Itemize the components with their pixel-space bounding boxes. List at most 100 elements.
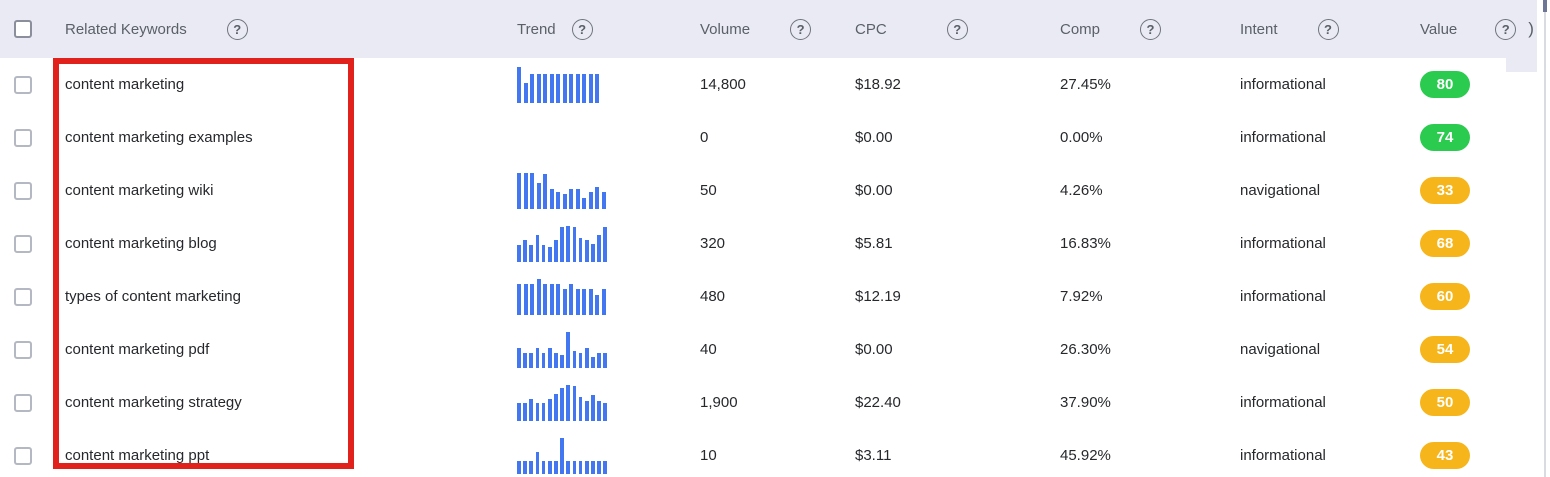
trend-sparkline	[517, 437, 608, 474]
column-header-value: Value ? )	[1405, 18, 1537, 40]
volume-cell: 50	[700, 182, 717, 199]
cpc-cell: $0.00	[855, 182, 893, 199]
table-row: content marketing pdf 40 $0.00 26.30% na…	[0, 323, 1537, 376]
keyword-cell[interactable]: content marketing blog	[65, 235, 217, 252]
select-all-checkbox[interactable]	[14, 20, 32, 38]
comp-cell: 16.83%	[1060, 235, 1111, 252]
cpc-cell: $22.40	[855, 394, 901, 411]
value-badge: 50	[1420, 389, 1470, 416]
comp-cell: 0.00%	[1060, 129, 1103, 146]
table-row: content marketing ppt 10 $3.11 45.92% in…	[0, 429, 1537, 477]
scrollbar-thumb[interactable]	[1543, 0, 1547, 12]
column-header-volume: Volume ?	[690, 18, 845, 40]
intent-cell: navigational	[1240, 341, 1321, 358]
help-icon[interactable]: ?	[571, 18, 593, 40]
help-icon[interactable]: ?	[946, 18, 968, 40]
value-badge: 33	[1420, 177, 1470, 204]
table-row: types of content marketing 480 $12.19 7.…	[0, 270, 1537, 323]
trend-sparkline	[517, 384, 608, 421]
table-row: content marketing 14,800 $18.92 27.45% i…	[0, 58, 1537, 111]
intent-cell: informational	[1240, 235, 1326, 252]
trend-sparkline	[517, 278, 607, 315]
value-badge: 54	[1420, 336, 1470, 363]
keyword-cell[interactable]: content marketing strategy	[65, 394, 242, 411]
comp-cell: 27.45%	[1060, 76, 1111, 93]
table-header: Related Keywords ? Trend ? Volume ? CPC …	[0, 0, 1537, 58]
clipped-element-glyph: )	[1528, 19, 1534, 38]
trend-sparkline	[517, 331, 608, 368]
cpc-cell: $0.00	[855, 129, 893, 146]
volume-cell: 10	[700, 447, 717, 464]
intent-cell: informational	[1240, 129, 1326, 146]
column-header-related-keywords: Related Keywords ?	[52, 18, 505, 40]
value-badge: 43	[1420, 442, 1470, 469]
intent-cell: informational	[1240, 447, 1326, 464]
value-badge: 80	[1420, 71, 1470, 98]
intent-cell: informational	[1240, 76, 1326, 93]
row-checkbox[interactable]	[14, 234, 32, 253]
row-checkbox[interactable]	[14, 128, 32, 147]
cpc-cell: $0.00	[855, 341, 893, 358]
row-checkbox[interactable]	[14, 181, 32, 200]
trend-sparkline	[517, 172, 607, 209]
value-badge: 68	[1420, 230, 1470, 257]
column-header-comp: Comp ?	[1050, 18, 1230, 40]
row-checkbox[interactable]	[14, 340, 32, 359]
scrollbar-track	[1544, 0, 1546, 477]
keyword-cell[interactable]: content marketing	[65, 76, 185, 93]
row-checkbox[interactable]	[14, 75, 32, 94]
column-label: Value	[1420, 20, 1458, 38]
comp-cell: 7.92%	[1060, 288, 1103, 305]
volume-cell: 0	[700, 129, 709, 146]
table-row: content marketing strategy 1,900 $22.40 …	[0, 376, 1537, 429]
select-all-cell	[0, 20, 52, 38]
cpc-cell: $3.11	[855, 447, 892, 464]
row-checkbox[interactable]	[14, 446, 32, 465]
volume-cell: 14,800	[700, 76, 746, 93]
intent-cell: informational	[1240, 288, 1326, 305]
volume-cell: 1,900	[700, 394, 738, 411]
keyword-cell[interactable]: content marketing ppt	[65, 447, 210, 464]
comp-cell: 4.26%	[1060, 182, 1103, 199]
keyword-cell[interactable]: types of content marketing	[65, 288, 241, 305]
column-label: Trend	[517, 20, 556, 38]
help-icon[interactable]: ?	[226, 18, 248, 40]
help-icon[interactable]: ?	[790, 18, 812, 40]
volume-cell: 40	[700, 341, 717, 358]
column-header-intent: Intent ?	[1230, 18, 1405, 40]
column-label: Volume	[700, 20, 751, 38]
trend-sparkline	[517, 225, 608, 262]
column-header-cpc: CPC ?	[845, 18, 1050, 40]
help-icon[interactable]: ?	[1140, 18, 1162, 40]
help-icon[interactable]: ?	[1317, 18, 1339, 40]
row-checkbox[interactable]	[14, 393, 32, 412]
volume-cell: 320	[700, 235, 726, 252]
header-corner-block	[1506, 58, 1537, 72]
intent-cell: informational	[1240, 394, 1326, 411]
table-row: content marketing examples 0 $0.00 0.00%…	[0, 111, 1537, 164]
table-body: content marketing 14,800 $18.92 27.45% i…	[0, 58, 1537, 477]
comp-cell: 26.30%	[1060, 341, 1111, 358]
cpc-cell: $12.19	[855, 288, 901, 305]
column-label: CPC	[855, 20, 887, 38]
volume-cell: 480	[700, 288, 726, 305]
table-row: content marketing blog 320 $5.81 16.83% …	[0, 217, 1537, 270]
table-row: content marketing wiki 50 $0.00 4.26% na…	[0, 164, 1537, 217]
value-badge: 74	[1420, 124, 1470, 151]
value-badge: 60	[1420, 283, 1470, 310]
comp-cell: 45.92%	[1060, 447, 1111, 464]
cpc-cell: $5.81	[855, 235, 893, 252]
help-icon[interactable]: ?	[1495, 18, 1517, 40]
trend-sparkline	[517, 66, 607, 103]
keyword-cell[interactable]: content marketing examples	[65, 129, 253, 146]
comp-cell: 37.90%	[1060, 394, 1111, 411]
column-label: Related Keywords	[65, 20, 187, 38]
trend-sparkline	[517, 120, 607, 156]
row-checkbox[interactable]	[14, 287, 32, 306]
keyword-cell[interactable]: content marketing pdf	[65, 341, 210, 358]
column-label: Comp	[1060, 20, 1101, 38]
intent-cell: navigational	[1240, 182, 1321, 199]
keyword-cell[interactable]: content marketing wiki	[65, 182, 214, 199]
column-header-trend: Trend ?	[505, 18, 690, 40]
